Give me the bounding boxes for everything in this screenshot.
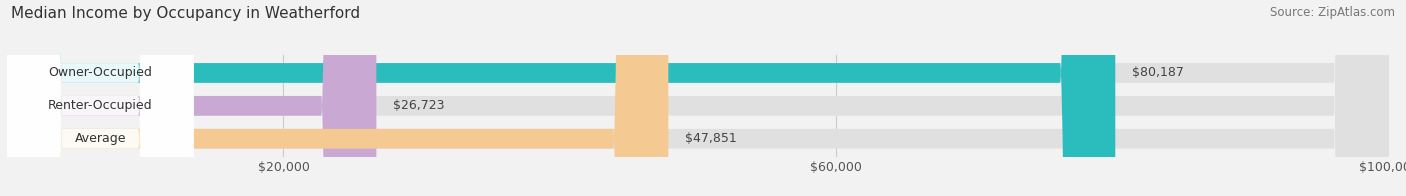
Text: Source: ZipAtlas.com: Source: ZipAtlas.com: [1270, 6, 1395, 19]
FancyBboxPatch shape: [7, 0, 1389, 196]
FancyBboxPatch shape: [7, 0, 194, 196]
Text: $47,851: $47,851: [685, 132, 737, 145]
FancyBboxPatch shape: [7, 0, 194, 196]
FancyBboxPatch shape: [7, 0, 1389, 196]
Text: Renter-Occupied: Renter-Occupied: [48, 99, 153, 112]
Text: $26,723: $26,723: [392, 99, 444, 112]
FancyBboxPatch shape: [7, 0, 668, 196]
FancyBboxPatch shape: [7, 0, 194, 196]
FancyBboxPatch shape: [7, 0, 1115, 196]
Text: Median Income by Occupancy in Weatherford: Median Income by Occupancy in Weatherfor…: [11, 6, 360, 21]
Text: Average: Average: [75, 132, 127, 145]
FancyBboxPatch shape: [7, 0, 377, 196]
Text: $80,187: $80,187: [1132, 66, 1184, 79]
Text: Owner-Occupied: Owner-Occupied: [48, 66, 152, 79]
FancyBboxPatch shape: [7, 0, 1389, 196]
